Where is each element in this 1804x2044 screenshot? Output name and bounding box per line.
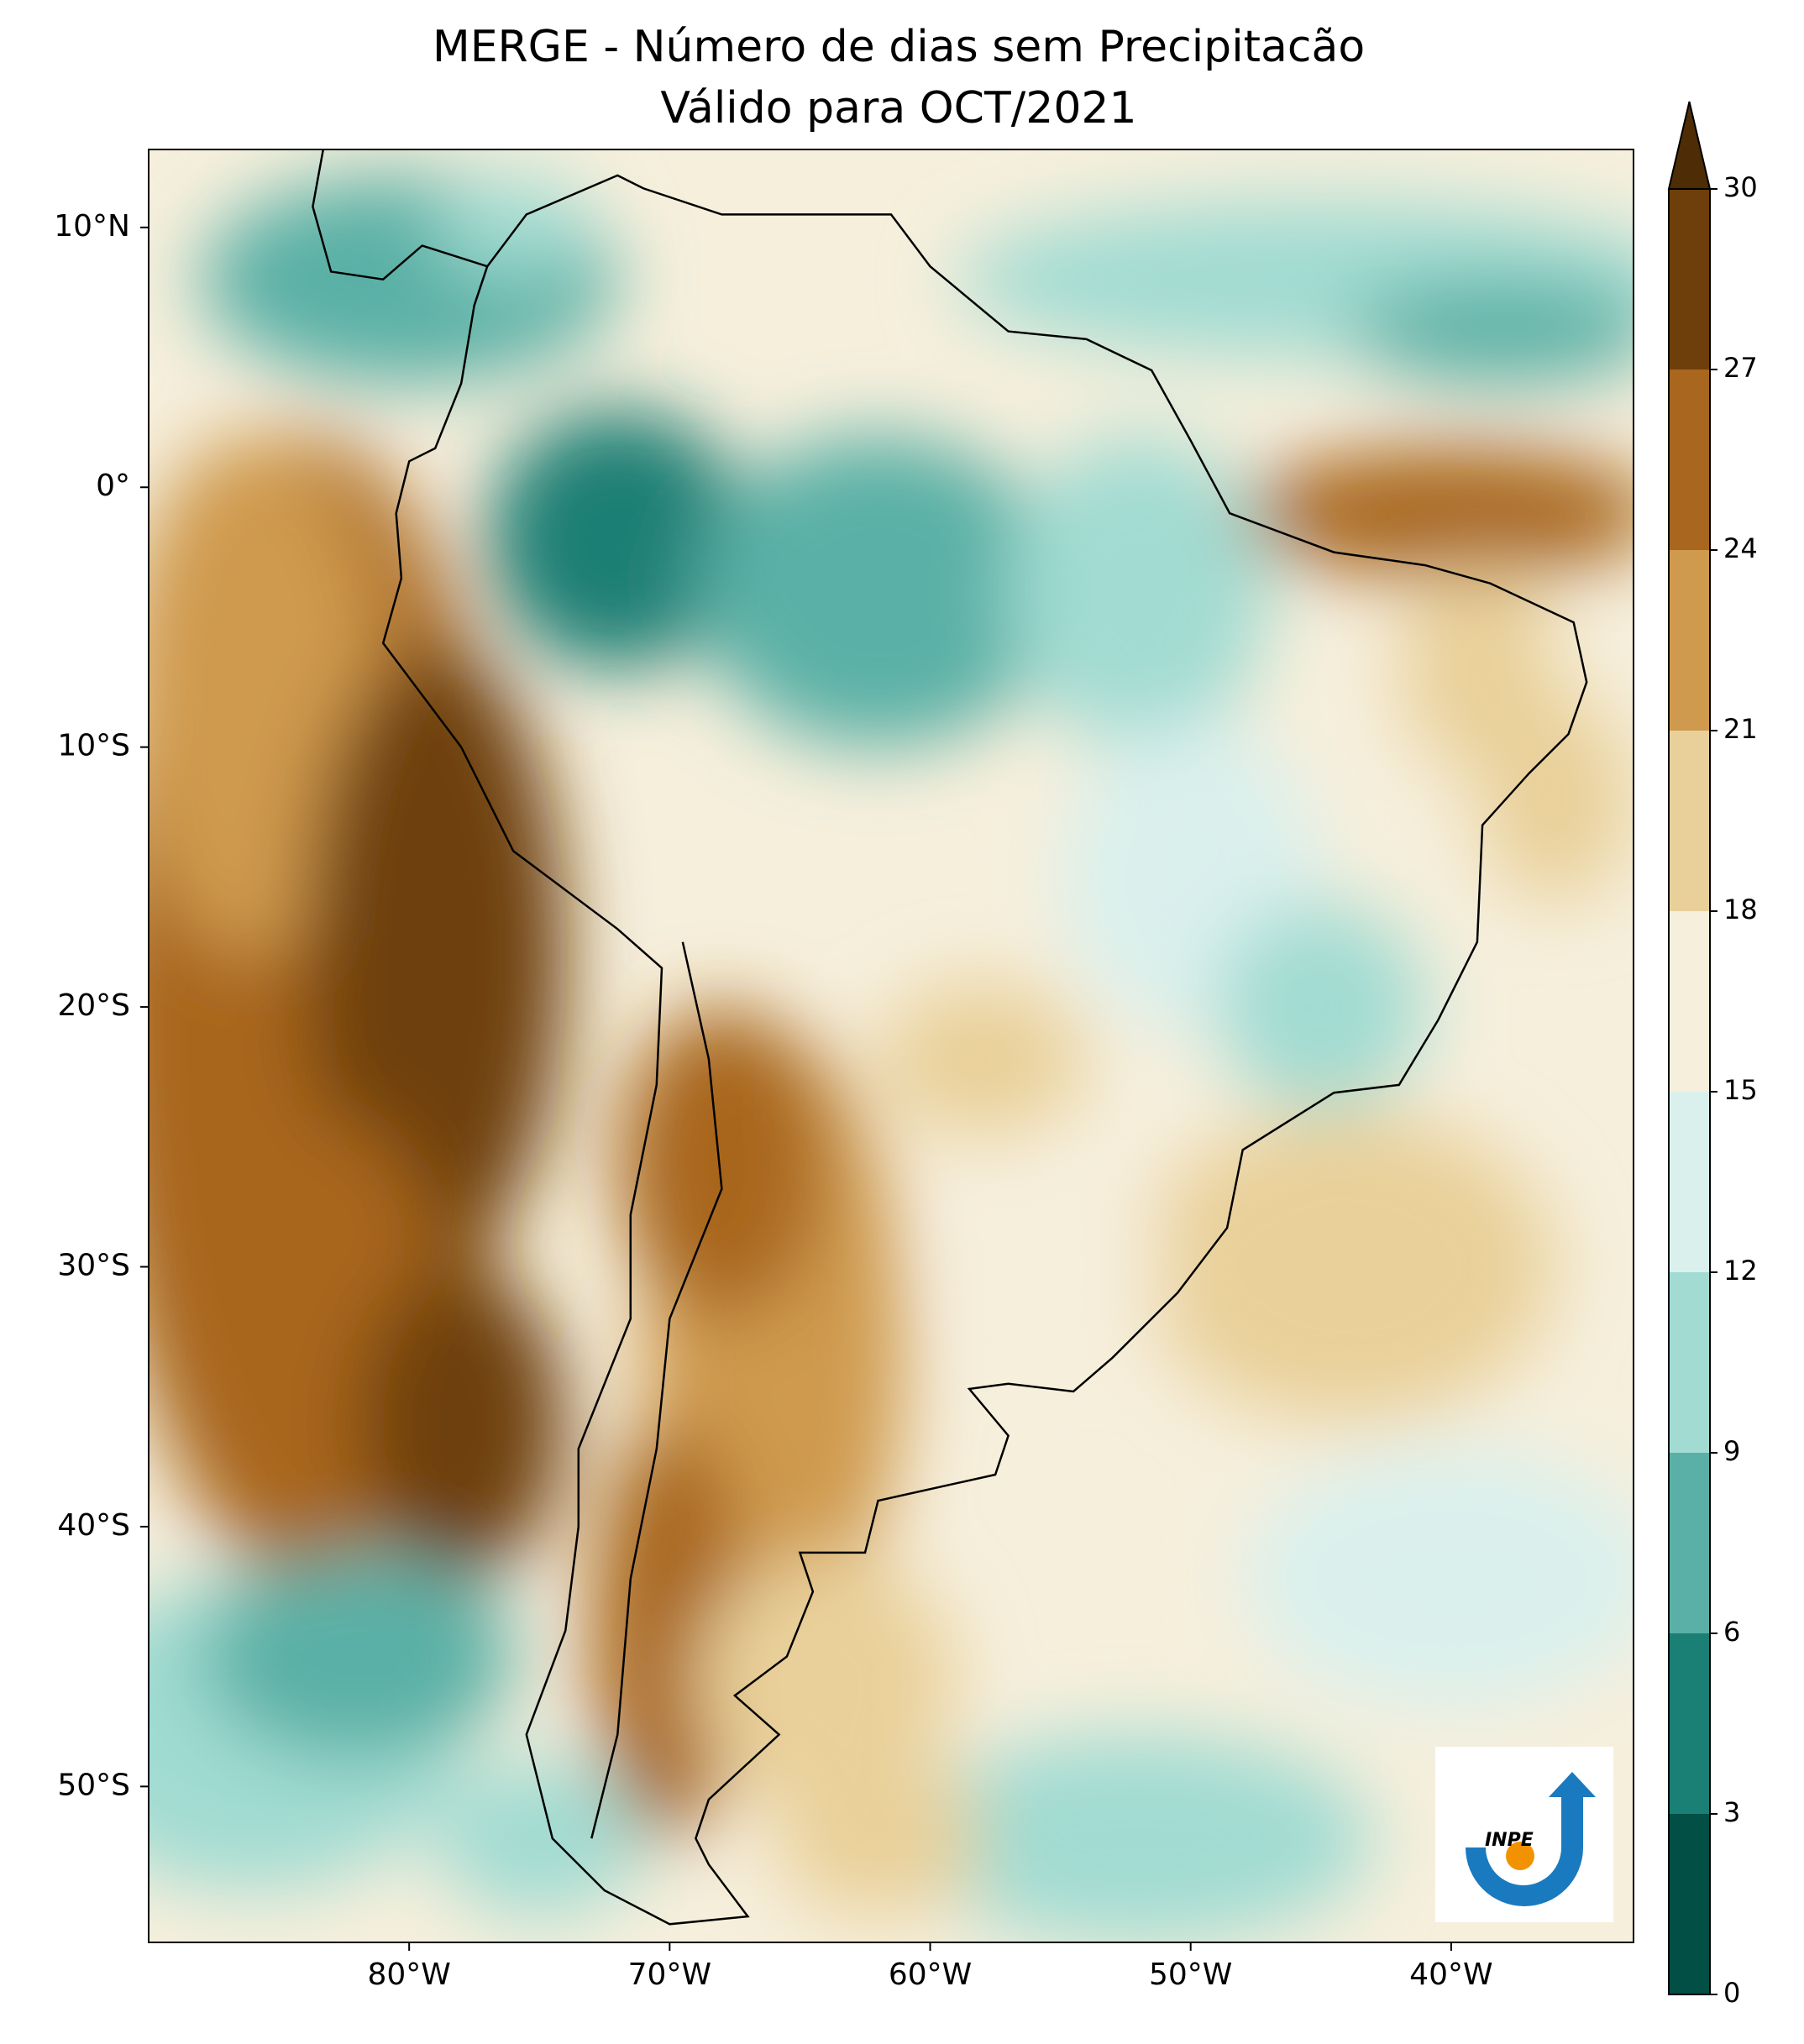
colorbar-tick-label: 3 — [1723, 1796, 1740, 1828]
logo: INPE — [1435, 1747, 1613, 1922]
colorbar-tick-label: 21 — [1723, 713, 1758, 745]
colorbar-segment — [1669, 369, 1710, 550]
colorbar-tick-label: 9 — [1723, 1435, 1740, 1467]
field-region — [1476, 694, 1634, 904]
colorbar-extend — [1667, 101, 1712, 190]
logo-text: INPE — [1485, 1830, 1534, 1851]
y-tick-label: 40°S — [57, 1508, 130, 1543]
x-tick-label: 40°W — [1409, 1958, 1492, 1992]
colorbar-segment — [1669, 1092, 1710, 1272]
field-region — [956, 1188, 1165, 1345]
central-america — [312, 149, 488, 281]
field-region — [774, 1760, 983, 1917]
colorbar: 0 3 6 9 12 15 18 21 24 27 30 — [1667, 101, 1758, 2009]
title: MERGE - Número de dias sem Precipitacão — [433, 22, 1365, 72]
colorbar-tick-label: 24 — [1723, 532, 1758, 564]
andes-border — [590, 941, 723, 1839]
field-region — [1216, 903, 1425, 1112]
field-region — [695, 435, 1061, 748]
field-region — [878, 980, 1087, 1137]
field-region — [487, 409, 748, 670]
field-blobs — [149, 175, 1634, 1942]
y-tick-label: 20°S — [57, 988, 130, 1023]
field-region — [695, 1552, 957, 1813]
field-region — [617, 1006, 826, 1319]
colorbar-segment — [1669, 189, 1710, 369]
colorbar-segment — [1669, 1272, 1710, 1453]
field-region — [1138, 1110, 1555, 1423]
field-region — [1008, 435, 1269, 748]
y-tick-label: 50°S — [57, 1768, 130, 1802]
subtitle: Válido para OCT/2021 — [660, 83, 1136, 134]
x-tick-label: 50°W — [1149, 1958, 1232, 1992]
colorbar-tick-label: 6 — [1723, 1616, 1740, 1648]
coastline — [312, 149, 1588, 1926]
colorbar-tick-label: 15 — [1723, 1074, 1758, 1106]
colorbar-segment — [1669, 1453, 1710, 1633]
y-tick-label: 0° — [96, 469, 130, 503]
colorbar-segment — [1669, 1633, 1710, 1814]
map-frame — [148, 149, 1634, 1943]
continent-outline — [381, 174, 1588, 1926]
y-tick-label: 10°N — [54, 209, 130, 244]
field-region — [357, 1266, 566, 1580]
colorbar-tick-label: 0 — [1723, 1977, 1740, 2009]
x-tick-label: 80°W — [367, 1958, 450, 1992]
colorbar-segment — [1669, 911, 1710, 1092]
colorbar-tick-label: 30 — [1723, 171, 1758, 203]
field-region — [1242, 448, 1634, 579]
field-region — [201, 1552, 514, 1761]
field-region — [175, 1110, 436, 1423]
x-tick-label: 70°W — [628, 1958, 711, 1992]
colorbar-tick-label: 18 — [1723, 894, 1758, 925]
colorbar-segment — [1669, 550, 1710, 731]
field-region — [1242, 1448, 1634, 1709]
logo-arrow — [1466, 1772, 1596, 1906]
x-tick-label: 60°W — [889, 1958, 972, 1992]
logo-dot — [1506, 1842, 1534, 1870]
field-region — [1346, 279, 1634, 384]
field-region — [904, 1734, 1373, 1942]
colorbar-segment — [1669, 731, 1710, 911]
colorbar-tick-label: 12 — [1723, 1255, 1758, 1287]
field-region — [305, 642, 566, 1268]
y-tick-label: 30°S — [57, 1249, 130, 1283]
colorbar-tick-label: 27 — [1723, 352, 1758, 384]
colorbar-segment — [1669, 1814, 1710, 1994]
y-tick-label: 10°S — [57, 729, 130, 763]
field-region — [435, 175, 592, 280]
map-field — [149, 149, 1634, 1942]
